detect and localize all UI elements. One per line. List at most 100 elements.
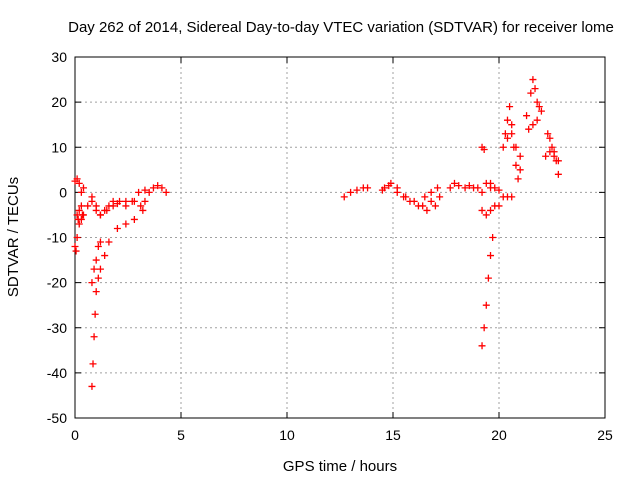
- data-point: [478, 342, 486, 350]
- axis-ticks: [74, 56, 606, 419]
- y-tick-label: -20: [47, 275, 67, 291]
- data-point: [89, 360, 97, 368]
- data-point: [535, 103, 543, 111]
- data-point: [421, 193, 429, 201]
- data-point: [529, 76, 537, 84]
- data-point: [90, 265, 98, 273]
- data-point: [495, 186, 503, 194]
- series-arc-h: [340, 184, 372, 201]
- x-tick-label: 5: [177, 427, 185, 443]
- data-point: [141, 197, 149, 205]
- data-point: [514, 175, 522, 183]
- data-point: [77, 188, 85, 196]
- series-arc-a: [71, 175, 86, 223]
- data-point: [91, 310, 99, 318]
- data-point: [533, 116, 541, 124]
- series-arc-w: [542, 148, 562, 165]
- data-point: [73, 175, 81, 183]
- data-point: [84, 202, 92, 210]
- data-point: [537, 107, 545, 115]
- data-point: [491, 184, 499, 192]
- data-point: [77, 202, 85, 210]
- y-tick-label: 20: [51, 94, 67, 110]
- data-point: [122, 197, 130, 205]
- data-point: [75, 220, 83, 228]
- series-arc-q: [487, 179, 516, 201]
- x-tick-label: 10: [279, 427, 295, 443]
- data-point: [72, 247, 80, 255]
- data-point: [487, 252, 495, 260]
- data-point: [508, 130, 516, 138]
- data-point: [484, 274, 492, 282]
- data-point: [347, 188, 355, 196]
- series-arc-f: [88, 238, 104, 287]
- x-tick-label: 25: [597, 427, 613, 443]
- y-tick-label: -50: [47, 410, 67, 426]
- series-arc-e: [88, 206, 147, 390]
- chart-title: Day 262 of 2014, Sidereal Day-to-day VTE…: [68, 19, 614, 36]
- series-arc-g: [145, 182, 170, 196]
- data-point: [529, 121, 537, 129]
- data-point: [527, 89, 535, 97]
- data-point: [101, 252, 109, 260]
- data-point: [340, 193, 348, 201]
- data-point: [546, 148, 554, 156]
- data-point: [501, 130, 509, 138]
- data-point: [158, 184, 166, 192]
- data-point: [113, 224, 121, 232]
- data-point: [474, 184, 482, 192]
- data-point: [353, 186, 361, 194]
- data-point: [105, 238, 113, 246]
- series-arc-n: [478, 143, 488, 154]
- data-point: [73, 234, 81, 241]
- data-point: [381, 184, 389, 192]
- data-point: [508, 121, 516, 129]
- data-point: [73, 211, 81, 219]
- data-point: [465, 182, 473, 190]
- data-point: [149, 184, 157, 192]
- data-point: [516, 152, 524, 160]
- series-arc-r: [501, 103, 524, 183]
- y-tick-label: 30: [51, 49, 67, 65]
- y-tick-label: -30: [47, 320, 67, 336]
- data-point: [88, 193, 96, 201]
- data-point: [480, 324, 488, 332]
- data-point: [482, 211, 490, 219]
- data-point: [75, 179, 83, 187]
- data-point: [92, 256, 100, 264]
- data-points: [71, 76, 562, 390]
- data-point: [554, 170, 562, 178]
- data-point: [455, 182, 463, 190]
- data-point: [516, 166, 524, 174]
- axis-tick-labels: 0 5 10 15 20 25 30 20 10 0 -10 -20 -30 -40 -50: [47, 49, 613, 443]
- series-arc-u: [525, 107, 545, 133]
- x-axis-label: GPS time / hours: [283, 458, 397, 475]
- data-point: [506, 103, 514, 111]
- data-point: [550, 152, 558, 160]
- data-point: [94, 274, 102, 282]
- series-arc-p: [478, 202, 503, 219]
- data-point: [109, 197, 117, 205]
- data-point: [90, 333, 98, 341]
- data-point: [503, 134, 511, 142]
- data-point: [478, 188, 486, 196]
- data-point: [544, 130, 552, 138]
- x-tick-label: 20: [491, 427, 507, 443]
- series-arc-k: [421, 184, 442, 201]
- y-tick-label: -10: [47, 230, 67, 246]
- data-point: [427, 188, 435, 196]
- data-point: [101, 206, 109, 214]
- data-point: [74, 215, 82, 223]
- data-point: [387, 179, 395, 187]
- series-arc-s: [499, 130, 524, 160]
- series-arc-b: [71, 184, 87, 255]
- data-point: [548, 143, 556, 151]
- data-point: [427, 197, 435, 205]
- data-point: [414, 202, 422, 210]
- data-point: [96, 265, 104, 273]
- x-tick-label: 15: [385, 427, 401, 443]
- data-point: [105, 202, 113, 210]
- series-arc-o: [478, 234, 497, 350]
- data-point: [75, 206, 83, 214]
